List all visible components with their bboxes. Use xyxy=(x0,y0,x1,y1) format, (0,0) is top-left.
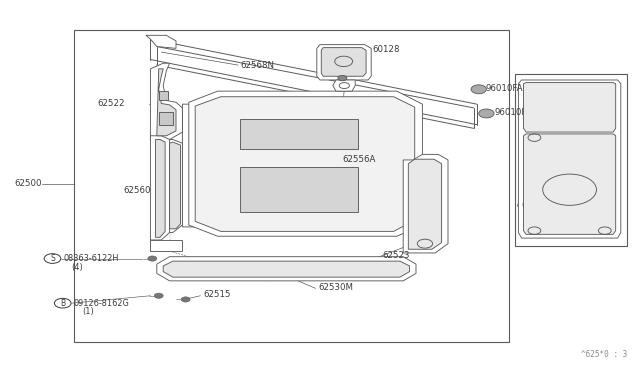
Polygon shape xyxy=(163,140,182,232)
Circle shape xyxy=(479,109,494,118)
Text: S: S xyxy=(50,254,55,263)
Polygon shape xyxy=(189,91,422,236)
Text: 62560: 62560 xyxy=(124,186,151,195)
Circle shape xyxy=(148,256,157,261)
Text: 62515: 62515 xyxy=(204,290,231,299)
Polygon shape xyxy=(240,119,358,149)
Text: 60128: 60128 xyxy=(372,45,400,54)
Polygon shape xyxy=(157,257,416,281)
Text: 62556A: 62556A xyxy=(342,155,376,164)
Polygon shape xyxy=(317,45,371,80)
Text: 96010FA: 96010FA xyxy=(485,84,523,93)
Text: 08363-6122H: 08363-6122H xyxy=(63,254,119,263)
Polygon shape xyxy=(150,136,170,240)
Polygon shape xyxy=(163,261,410,277)
Polygon shape xyxy=(333,80,355,91)
Text: 62568N: 62568N xyxy=(240,61,274,70)
Polygon shape xyxy=(518,80,621,238)
Circle shape xyxy=(338,76,347,81)
Polygon shape xyxy=(321,48,366,76)
Text: 62530M: 62530M xyxy=(318,283,353,292)
Text: 62523: 62523 xyxy=(382,251,410,260)
Text: B: B xyxy=(60,299,65,308)
Polygon shape xyxy=(157,69,176,136)
Polygon shape xyxy=(150,63,182,140)
Circle shape xyxy=(471,85,486,94)
Text: 96010F: 96010F xyxy=(494,108,527,117)
Text: (1): (1) xyxy=(82,307,93,316)
Polygon shape xyxy=(240,167,358,212)
Text: (4): (4) xyxy=(72,263,83,272)
Polygon shape xyxy=(156,140,165,237)
Polygon shape xyxy=(159,112,173,125)
Polygon shape xyxy=(150,240,182,251)
Polygon shape xyxy=(524,134,616,234)
Bar xyxy=(515,74,627,246)
Text: 6251l: 6251l xyxy=(262,125,287,134)
Text: 62825: 62825 xyxy=(521,201,548,210)
Circle shape xyxy=(181,297,190,302)
Polygon shape xyxy=(524,83,616,132)
Polygon shape xyxy=(182,104,195,227)
Text: 09126-8162G: 09126-8162G xyxy=(74,299,129,308)
Text: 62500: 62500 xyxy=(14,179,42,188)
Text: 62569N: 62569N xyxy=(408,185,442,193)
Polygon shape xyxy=(146,35,176,48)
Polygon shape xyxy=(170,142,180,229)
Polygon shape xyxy=(159,91,168,100)
Text: 62522: 62522 xyxy=(97,99,125,108)
Bar xyxy=(74,30,509,342)
Polygon shape xyxy=(195,97,415,231)
Text: ^625*0 : 3: ^625*0 : 3 xyxy=(581,350,627,359)
Polygon shape xyxy=(403,154,448,253)
Circle shape xyxy=(154,293,163,298)
Polygon shape xyxy=(408,159,442,249)
